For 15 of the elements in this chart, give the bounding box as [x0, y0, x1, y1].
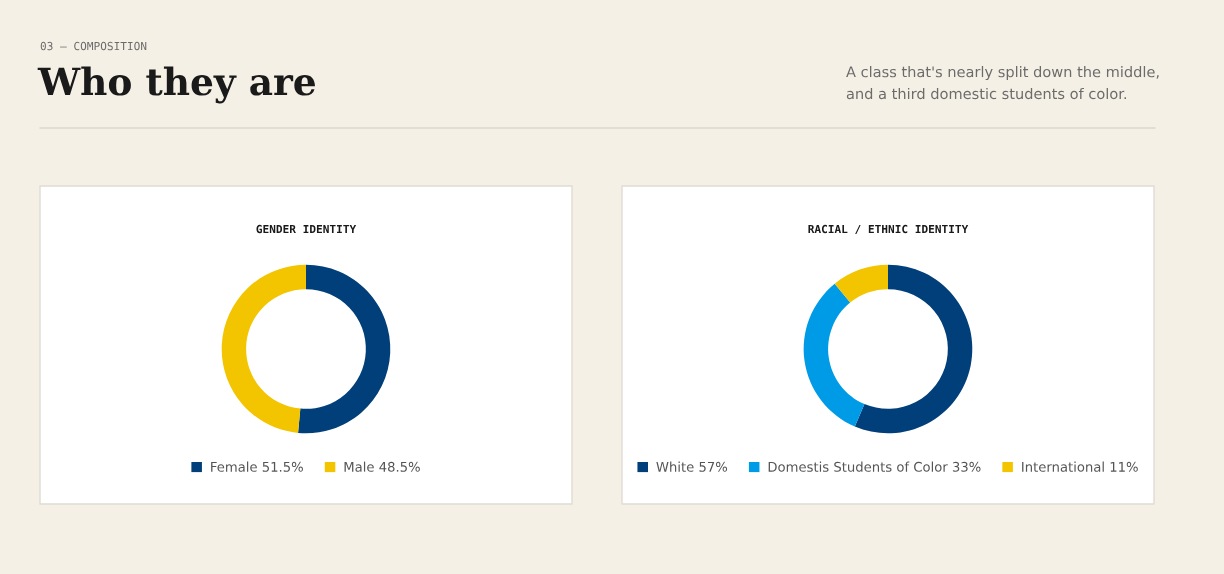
text: Who they are: [37, 66, 315, 104]
legend-label: Female 51.5%: [211, 461, 303, 472]
chart-title: GENDER IDENTITY: [256, 224, 357, 234]
legend-label: Male 48.5%: [344, 461, 420, 472]
donut-slice: [221, 264, 306, 433]
chart-title: RACIAL / ETHNIC IDENTITY: [808, 224, 969, 235]
legend-label: White 57%: [656, 461, 728, 472]
donut-slice: [854, 264, 973, 434]
legend-label: Domestis Students of Color 33%: [768, 461, 981, 472]
donut-slice: [298, 264, 391, 434]
text: A class that's nearly split down the middle, and a third domestic students of color.: [846, 66, 1159, 100]
donut-slice: [834, 264, 888, 303]
donut-slice: [803, 283, 865, 427]
text: 03 — COMPOSITION: [40, 41, 147, 51]
legend-label: International 11%: [1022, 461, 1138, 472]
